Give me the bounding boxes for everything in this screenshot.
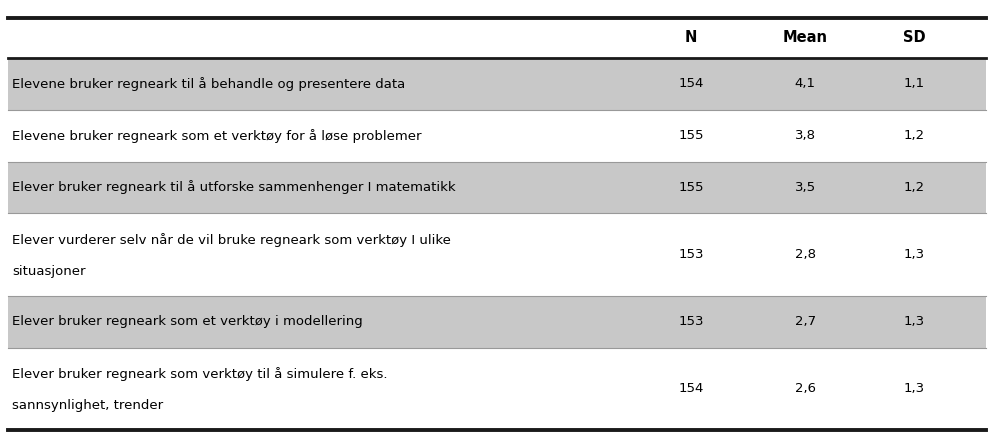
Text: 2,6: 2,6: [794, 382, 816, 396]
Text: Elevene bruker regneark som et verktøy for å løse problemer: Elevene bruker regneark som et verktøy f…: [12, 129, 421, 142]
Text: 1,2: 1,2: [904, 129, 925, 142]
Text: 1,3: 1,3: [904, 382, 925, 396]
Bar: [8, 213, 986, 296]
Text: 155: 155: [678, 181, 704, 194]
Text: N: N: [685, 30, 697, 45]
Bar: [8, 58, 986, 110]
Text: 1,3: 1,3: [904, 315, 925, 328]
Text: 2,8: 2,8: [794, 248, 816, 261]
Bar: [8, 110, 986, 162]
Text: 4,1: 4,1: [794, 78, 816, 90]
Bar: [8, 162, 986, 213]
Text: situasjoner: situasjoner: [12, 265, 85, 278]
Text: Elever bruker regneark som et verktøy i modellering: Elever bruker regneark som et verktøy i …: [12, 315, 363, 328]
Text: 3,8: 3,8: [794, 129, 816, 142]
Text: 1,3: 1,3: [904, 248, 925, 261]
Text: Elevene bruker regneark til å behandle og presentere data: Elevene bruker regneark til å behandle o…: [12, 77, 406, 91]
Text: 153: 153: [678, 248, 704, 261]
Text: 155: 155: [678, 129, 704, 142]
Text: Mean: Mean: [782, 30, 828, 45]
Text: Elever vurderer selv når de vil bruke regneark som verktøy I ulike: Elever vurderer selv når de vil bruke re…: [12, 233, 451, 247]
Text: Elever bruker regneark som verktøy til å simulere f. eks.: Elever bruker regneark som verktøy til å…: [12, 367, 388, 381]
Text: 3,5: 3,5: [794, 181, 816, 194]
Text: 2,7: 2,7: [794, 315, 816, 328]
Text: SD: SD: [904, 30, 925, 45]
Text: 1,2: 1,2: [904, 181, 925, 194]
Text: Elever bruker regneark til å utforske sammenhenger I matematikk: Elever bruker regneark til å utforske sa…: [12, 181, 455, 194]
Bar: [8, 296, 986, 348]
Text: 153: 153: [678, 315, 704, 328]
Text: 1,1: 1,1: [904, 78, 925, 90]
Text: 154: 154: [678, 382, 704, 396]
Bar: [8, 348, 986, 430]
Text: sannsynlighet, trender: sannsynlighet, trender: [12, 399, 163, 412]
Text: 154: 154: [678, 78, 704, 90]
Bar: [8, 18, 986, 58]
